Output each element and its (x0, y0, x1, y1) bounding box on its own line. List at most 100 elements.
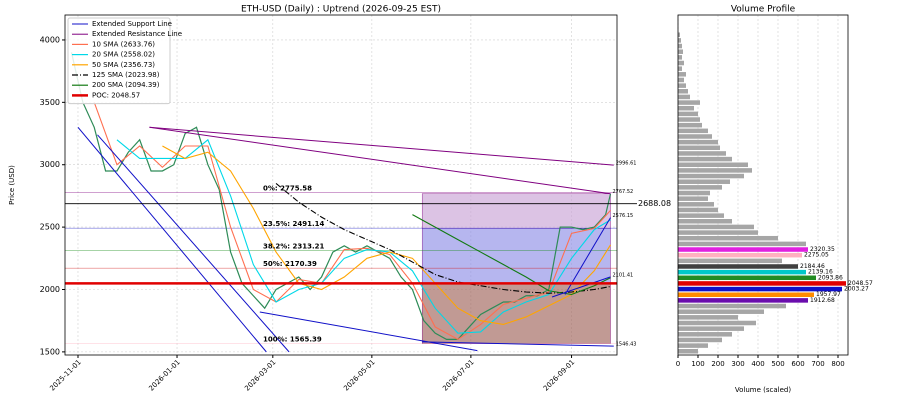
x-tick-label: 100 (691, 360, 704, 368)
volume-bar-highlight (678, 281, 846, 286)
volume-bar (678, 128, 708, 134)
volume-bar (678, 320, 756, 326)
trend-end-label: 1546.43 (616, 342, 637, 348)
x-tick-label: 2026-03-01 (243, 358, 277, 392)
x-tick-label: 2026-05-01 (342, 358, 376, 392)
volume-bar (678, 315, 738, 320)
volume-bar (678, 32, 680, 38)
volume-bar (678, 332, 732, 337)
volume-level-label: 2093.86 (818, 274, 843, 281)
volume-bar (678, 179, 730, 184)
trend-line (77, 126, 267, 353)
volume-bar-highlight (678, 269, 806, 275)
volume-bar (678, 235, 778, 241)
fib-label: 0%: 2775.58 (263, 185, 312, 193)
volume-bar (678, 185, 722, 190)
trend-line (422, 341, 614, 347)
x-tick-label: 300 (731, 360, 744, 368)
x-tick-label: 2025-11-01 (48, 358, 82, 392)
x-tick-label: 500 (771, 360, 784, 368)
volume-bar (678, 213, 724, 218)
legend-label: 200 SMA (2094.39) (92, 81, 160, 89)
volume-bar (678, 100, 700, 105)
y-tick-label: 2000 (40, 285, 60, 294)
volume-bar (678, 105, 694, 111)
price-line (70, 52, 612, 341)
legend-label: Extended Resistance Line (92, 30, 182, 38)
trend-end-label: 2576.15 (613, 213, 634, 219)
x-tick-label: 600 (791, 360, 804, 368)
volume-bar (678, 83, 686, 88)
y-tick-label: 3500 (40, 98, 60, 107)
x-tick-label: 0 (676, 360, 680, 368)
fib-label: 100%: 1565.39 (263, 336, 322, 344)
volume-level-label: 2003.27 (844, 286, 869, 293)
volume-bar-highlight (678, 264, 798, 269)
volume-bar (678, 94, 690, 100)
volume-bar (678, 38, 681, 43)
trend-end-label: 2996.61 (616, 161, 637, 167)
volume-bar (678, 43, 682, 49)
volume-level-label: 2320.35 (810, 246, 835, 253)
volume-bar (678, 303, 786, 309)
current-price-label: 2688.08 (638, 199, 671, 208)
volume-bar (678, 230, 758, 235)
trend-end-label: 2101.41 (613, 272, 634, 278)
volume-level-label: 1912.68 (810, 297, 835, 304)
trend-line (259, 311, 478, 352)
legend-label: 50 SMA (2356.73) (92, 61, 155, 69)
zone (421, 193, 611, 229)
volume-bar (678, 190, 710, 196)
volume-level-label: 2184.46 (800, 263, 825, 270)
volume-bar (678, 207, 718, 213)
y-axis-label: Price (USD) (8, 165, 16, 205)
volume-bar (678, 173, 744, 179)
volume-bar (678, 343, 708, 348)
x-tick-label: 2026-01-01 (147, 358, 181, 392)
volume-bar (678, 309, 764, 314)
volume-bar-highlight (678, 252, 802, 258)
volume-bar (678, 156, 732, 162)
volume-bar (678, 196, 708, 201)
trend-line (149, 126, 611, 195)
sma-line (93, 102, 611, 341)
legend-label: Extended Support Line (92, 20, 172, 28)
volume-bar (678, 111, 698, 117)
x-tick-label: 400 (751, 360, 764, 368)
trend-line (551, 276, 611, 298)
fib-label: 23.5%: 2491.14 (263, 220, 325, 228)
volume-level-label: 2048.57 (848, 280, 873, 287)
volume-bar-highlight (678, 286, 842, 292)
volume-bar-highlight (678, 292, 814, 298)
y-tick-label: 1500 (40, 347, 60, 356)
fib-label: 50%: 2170.39 (263, 260, 317, 268)
sma-line (412, 214, 611, 296)
fib-label: 38.2%: 2313.21 (263, 242, 325, 250)
x-tick-label: 2026-07-01 (441, 358, 475, 392)
volume-level-label: 2275.05 (804, 252, 829, 259)
y-tick-label: 4000 (40, 35, 60, 44)
x-tick-label: 200 (711, 360, 724, 368)
volume-level-label: 1957.97 (816, 291, 841, 298)
trend-line (97, 134, 290, 353)
trend-end-label: 2767.52 (613, 189, 634, 195)
volume-bar (678, 66, 682, 71)
trend-line (564, 217, 611, 295)
volume-bar (678, 219, 732, 224)
volume-bar (678, 241, 806, 247)
sma-line (162, 145, 611, 325)
y-tick-label: 3000 (40, 160, 60, 169)
x-tick-label: 2026-09-01 (542, 358, 576, 392)
panel-title: Volume Profile (731, 5, 796, 15)
volume-bar (678, 258, 782, 264)
volume-bar (678, 202, 714, 207)
volume-bar (678, 348, 698, 354)
volume-bar (678, 168, 752, 173)
volume-bar (678, 77, 684, 83)
volume-bar (678, 337, 722, 343)
volume-bar-highlight (678, 275, 816, 281)
volume-bar (678, 117, 700, 122)
legend-label: 10 SMA (2633.76) (92, 40, 155, 48)
volume-bar (678, 89, 688, 94)
